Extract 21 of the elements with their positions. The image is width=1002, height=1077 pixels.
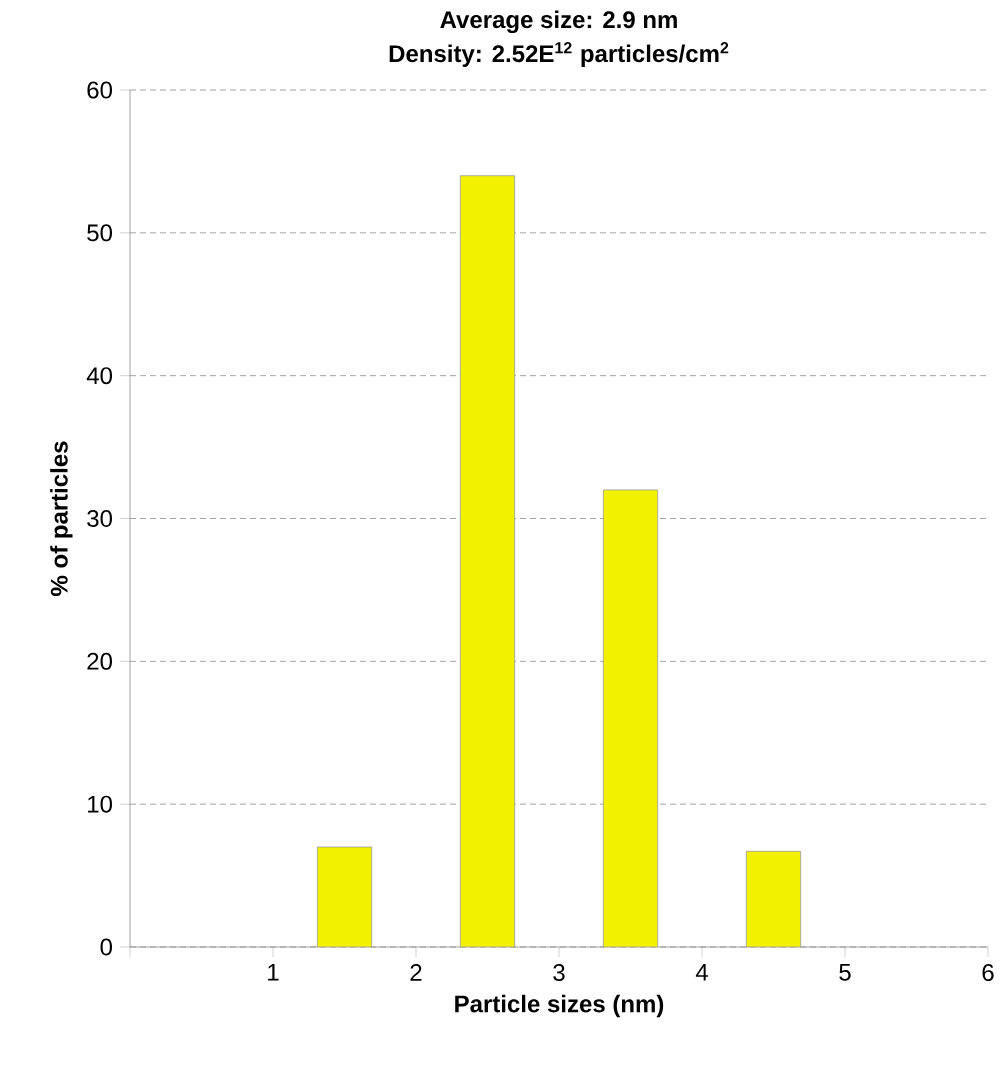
y-tick-label: 0: [100, 938, 113, 956]
y-tick-label: 40: [86, 367, 112, 385]
y-tick-label: 60: [87, 81, 112, 99]
bar: [459, 175, 516, 947]
x-tick-label: 3: [553, 964, 565, 982]
chart-title: Average size: 2.9 nm: [440, 10, 677, 34]
y-tick-label: 20: [87, 652, 112, 670]
y-tick-label: 30: [87, 510, 112, 527]
x-axis-title: Particle sizes (nm): [455, 994, 664, 1018]
y-tick-label: 10: [88, 795, 112, 813]
y-axis-title: % of particles: [50, 441, 73, 596]
x-tick-label: 6: [982, 964, 994, 982]
bar: [602, 489, 659, 947]
x-tick-label: 4: [695, 964, 708, 981]
bar: [745, 850, 802, 947]
x-tick-label: 1: [268, 964, 279, 981]
chart-subtitle: Density: 2.52E$^{12}$ particles/cm$^{2}$: [389, 42, 729, 67]
x-tick-label: 5: [839, 964, 851, 981]
x-tick-label: 2: [410, 964, 422, 981]
y-tick-label: 50: [87, 224, 112, 242]
bar: [316, 846, 373, 947]
